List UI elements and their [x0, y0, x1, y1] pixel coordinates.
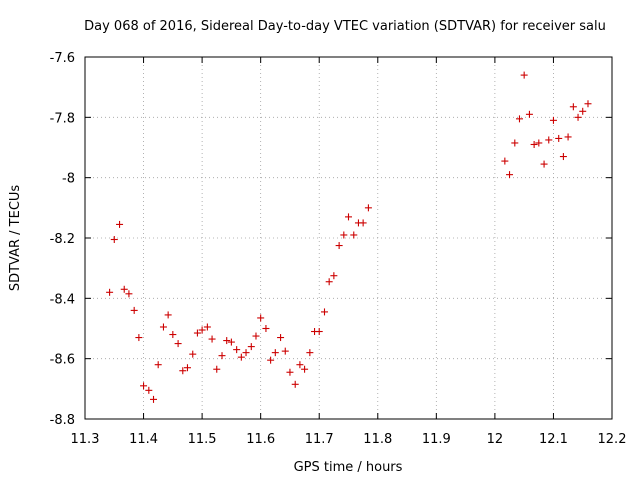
- data-point: [549, 116, 557, 124]
- data-point: [501, 157, 509, 165]
- y-tick-label: -8.8: [50, 413, 75, 428]
- data-point: [218, 352, 226, 360]
- data-point: [145, 386, 153, 394]
- data-point: [530, 140, 538, 148]
- data-point: [237, 353, 245, 361]
- data-point: [252, 332, 260, 340]
- x-tick-label: 11.5: [188, 432, 217, 447]
- data-point: [535, 139, 543, 147]
- data-point: [506, 171, 514, 179]
- x-tick-label: 12.1: [539, 432, 568, 447]
- data-point: [335, 242, 343, 250]
- x-axis-tick-labels: 11.3 11.4 11.5 11.6 11.7 11.8 11.9 12 12.1 12.2: [71, 432, 627, 447]
- data-point: [330, 272, 338, 280]
- data-point: [525, 110, 533, 118]
- data-point: [271, 349, 279, 357]
- x-tick-label: 11.8: [363, 432, 392, 447]
- x-tick-label: 11.9: [422, 432, 451, 447]
- data-point: [203, 323, 211, 331]
- data-point: [564, 133, 572, 141]
- data-point: [579, 107, 587, 115]
- data-point: [120, 285, 128, 293]
- data-point: [164, 311, 172, 319]
- x-tick-label: 12: [487, 432, 504, 447]
- data-point: [130, 306, 138, 314]
- data-point: [159, 323, 167, 331]
- y-axis-tick-labels: -7.6 -7.8 -8 -8.2 -8.4 -8.6 -8.8: [50, 51, 75, 428]
- data-point: [193, 329, 201, 337]
- y-tick-label: -8.2: [50, 232, 75, 247]
- y-axis-label: SDTVAR / TECUs: [8, 185, 23, 292]
- data-point: [223, 337, 231, 345]
- data-point: [574, 113, 582, 121]
- data-point: [359, 219, 367, 227]
- data-point: [277, 334, 285, 342]
- data-point: [584, 100, 592, 108]
- data-point: [515, 115, 523, 123]
- data-point: [183, 364, 191, 372]
- data-point: [179, 367, 187, 375]
- data-point: [247, 343, 255, 351]
- data-point: [257, 314, 265, 322]
- data-point: [125, 290, 133, 298]
- x-tick-label: 11.3: [71, 432, 100, 447]
- x-axis-label: GPS time / hours: [294, 460, 403, 475]
- data-point: [511, 139, 519, 147]
- data-points: [106, 71, 592, 403]
- grid-lines: [85, 57, 612, 419]
- data-point: [296, 361, 304, 369]
- data-point: [291, 380, 299, 388]
- data-point: [540, 160, 548, 168]
- data-point: [189, 350, 197, 358]
- data-point: [208, 335, 216, 343]
- data-point: [301, 365, 309, 373]
- x-tick-label: 11.4: [129, 432, 158, 447]
- data-point: [135, 334, 143, 342]
- data-point: [555, 134, 563, 142]
- y-tick-label: -8: [62, 172, 75, 187]
- data-point: [520, 71, 528, 79]
- data-point: [569, 103, 577, 111]
- data-point: [198, 326, 206, 334]
- data-point: [325, 278, 333, 286]
- data-point: [233, 346, 241, 354]
- plot-frame: [84, 56, 613, 420]
- y-tick-label: -8.6: [50, 353, 75, 368]
- data-point: [262, 325, 270, 332]
- data-point: [154, 361, 162, 369]
- axis-ticks: [84, 56, 613, 420]
- data-point: [242, 349, 250, 357]
- x-tick-label: 11.7: [305, 432, 334, 447]
- data-point: [110, 236, 118, 244]
- data-point: [140, 382, 148, 390]
- chart-title: Day 068 of 2016, Sidereal Day-to-day VTE…: [84, 19, 606, 34]
- data-point: [315, 328, 323, 336]
- data-point: [286, 368, 294, 376]
- y-tick-label: -8.4: [50, 292, 75, 307]
- data-point: [174, 340, 182, 348]
- data-point: [345, 213, 352, 221]
- data-point: [320, 308, 328, 316]
- data-point: [340, 231, 348, 239]
- data-point: [150, 395, 158, 403]
- data-point: [267, 356, 275, 364]
- data-point: [213, 365, 221, 373]
- x-tick-label: 12.2: [598, 432, 627, 447]
- x-tick-label: 11.6: [246, 432, 275, 447]
- data-point: [350, 231, 358, 239]
- data-point: [281, 347, 289, 355]
- y-tick-label: -7.8: [50, 111, 75, 126]
- y-tick-label: -7.6: [50, 51, 75, 66]
- data-point: [116, 220, 124, 228]
- data-point: [227, 338, 235, 346]
- data-point: [106, 288, 114, 296]
- data-point: [169, 331, 177, 339]
- data-point: [559, 153, 567, 161]
- data-point: [545, 136, 553, 144]
- data-point: [364, 204, 372, 212]
- data-point: [306, 349, 314, 357]
